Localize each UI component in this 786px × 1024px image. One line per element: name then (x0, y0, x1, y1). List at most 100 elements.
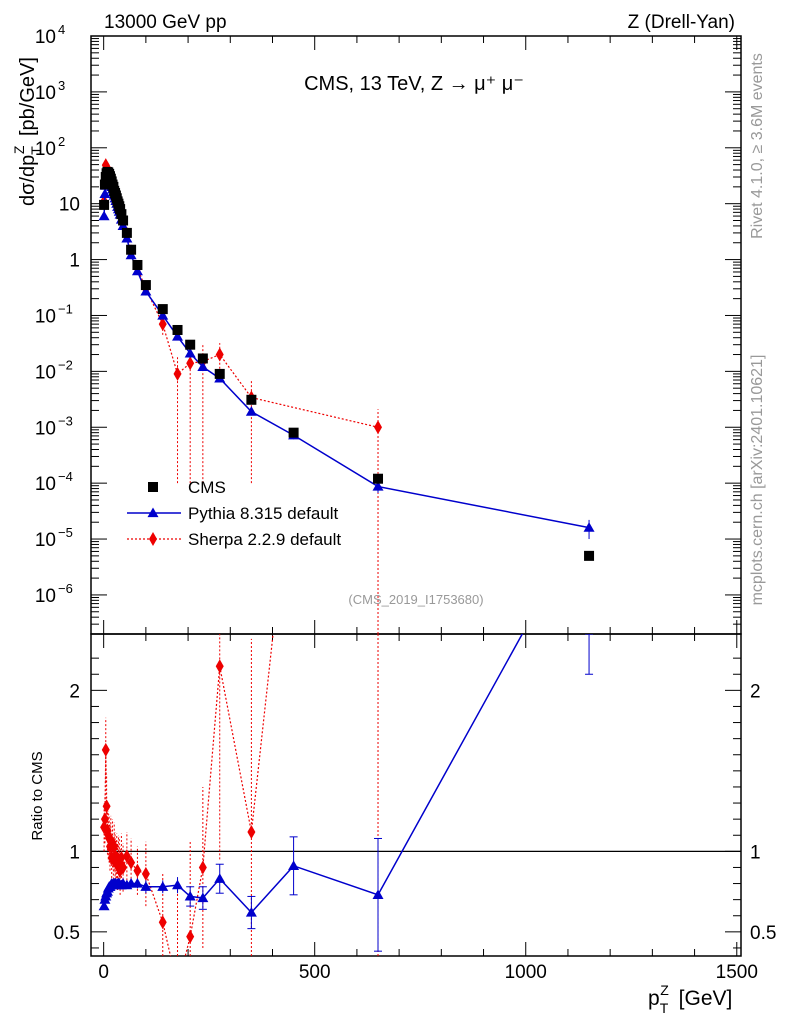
y-tick-label: 10 (35, 27, 56, 48)
sherpa-ratio-marker (215, 659, 224, 674)
cms-data-point (118, 215, 129, 226)
y-tick-exponent: −4 (58, 469, 73, 484)
ratio-tick-label: 0.5 (54, 923, 80, 944)
header-right: Z (Drell-Yan) (628, 12, 735, 33)
header-left: 13000 GeV pp (104, 12, 227, 33)
pythia-marker (372, 481, 384, 491)
y-tick-exponent: −3 (58, 413, 73, 428)
sherpa-marker (374, 420, 383, 435)
sherpa-ratio-marker (141, 866, 150, 881)
sherpa-ratio-line (103, 634, 274, 956)
legend-marker-cms (148, 482, 158, 492)
ratio-plot-frame (90, 633, 742, 957)
y-tick-label: 10 (35, 139, 56, 160)
x-tick-label: 500 (299, 962, 331, 983)
cms-data-point (584, 550, 595, 561)
y-tick-exponent: −1 (58, 301, 73, 316)
y-tick-label: 10 (35, 83, 56, 104)
cms-data-point (99, 179, 110, 190)
sherpa-ratio-marker (127, 855, 136, 870)
plot-frames (90, 35, 742, 957)
sherpa-marker (215, 347, 224, 362)
x-axis-label: pTZ [GeV] (648, 982, 732, 1016)
pythia-ratio-series (98, 508, 595, 952)
pythia-marker (197, 361, 209, 372)
pythia-marker (157, 309, 169, 320)
y-tick-exponent: 2 (58, 134, 65, 149)
sherpa-ratio-marker (198, 860, 207, 875)
cms-series (99, 166, 595, 561)
pythia-ratio-marker (245, 907, 257, 917)
sherpa-marker (186, 356, 195, 371)
pythia-ratio-marker (172, 879, 184, 890)
chart-title: CMS, 13 TeV, Z → μ⁺ μ⁻ (304, 73, 524, 95)
cms-data-point (157, 304, 168, 315)
y-tick-label: 10 (35, 530, 56, 551)
pythia-ratio-marker (131, 878, 143, 888)
pythia-marker (98, 210, 110, 221)
pythia-ratio-marker (140, 881, 152, 891)
ratio-tick-label: 1 (69, 842, 80, 863)
pythia-ratio-marker (288, 860, 300, 870)
cms-data-point (115, 204, 126, 215)
pythia-marker (583, 522, 595, 532)
x-tick-label: 1500 (716, 962, 758, 983)
y-tick-label: 10 (35, 418, 56, 439)
pythia-ratio-marker (214, 873, 226, 883)
axis-ticks (91, 35, 741, 956)
x-tick-label: 1000 (505, 962, 547, 983)
pythia-ratio-marker (197, 892, 209, 903)
sherpa-ratio-marker (133, 863, 142, 878)
y-axis-label: dσ/dpTZ [pb/GeV] (11, 57, 44, 206)
ratio-tick-label-right: 0.5 (750, 923, 776, 944)
sherpa-ratio-marker (247, 825, 256, 840)
sherpa-ratio-marker (100, 812, 109, 827)
sherpa-series (100, 158, 383, 634)
sherpa-marker (158, 317, 167, 332)
y-tick-label: 10 (35, 586, 56, 607)
ratio-tick-label-right: 1 (750, 842, 761, 863)
pythia-ratio-marker (372, 889, 384, 899)
sherpa-ratio-marker (102, 799, 111, 814)
y-tick-label: 1 (69, 251, 80, 272)
cms-data-point (132, 259, 143, 270)
pythia-line (103, 178, 590, 529)
mcplots-source-label: mcplots.cern.ch [arXiv:2401.10621] (749, 355, 766, 606)
cms-data-point (126, 244, 137, 255)
svg-text:pTZ [GeV]: pTZ [GeV] (648, 982, 732, 1016)
y-tick-exponent: 3 (58, 78, 65, 93)
pythia-ratio-line (103, 634, 524, 914)
legend-marker-sherpa (149, 532, 157, 546)
ratio-tick-label: 2 (69, 681, 80, 702)
sherpa-ratio-marker (174, 980, 182, 994)
pythia-marker (99, 188, 111, 198)
sherpa-ratio-marker (186, 929, 195, 944)
sherpa-ratio-marker (119, 860, 128, 875)
cms-data-point (288, 427, 299, 438)
cms-data-point (140, 280, 151, 291)
cms-data-point (214, 368, 225, 379)
y-tick-exponent: −2 (58, 357, 73, 372)
cms-data-point (99, 199, 110, 210)
sherpa-line (103, 164, 379, 428)
sherpa-ratio-marker (158, 915, 167, 930)
pythia-ratio-marker (184, 890, 196, 901)
pythia-ratio-marker (157, 881, 169, 891)
pythia-marker (245, 406, 257, 416)
ratio-y-axis-label: Ratio to CMS (29, 751, 46, 840)
analysis-id: (CMS_2019_I1753680) (348, 592, 483, 607)
legend-label: CMS (188, 478, 226, 497)
pythia-ratio-marker (584, 508, 595, 518)
sherpa-ratio-series (100, 634, 379, 994)
svg-text:dσ/dpTZ [pb/GeV]: dσ/dpTZ [pb/GeV] (11, 57, 44, 206)
cms-data-point (185, 339, 196, 350)
cms-data-point (172, 324, 183, 335)
y-tick-label: 10 (35, 362, 56, 383)
sherpa-ratio-marker (101, 742, 110, 757)
pythia-marker (172, 331, 184, 341)
cms-data-point (121, 227, 132, 238)
cms-data-point (116, 209, 127, 220)
rivet-version-label: Rivet 4.1.0, ≥ 3.6M events (749, 53, 766, 239)
